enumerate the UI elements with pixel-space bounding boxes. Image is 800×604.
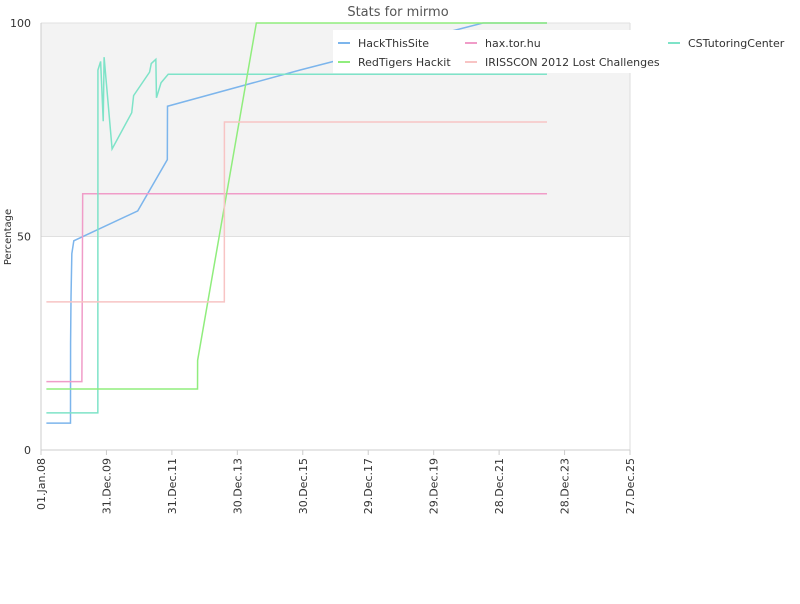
x-tick-label: 29.Dec.17 bbox=[362, 458, 375, 514]
series-line bbox=[46, 22, 547, 390]
chart-title: Stats for mirmo bbox=[347, 5, 448, 20]
x-tick-label: 28.Dec.21 bbox=[493, 458, 506, 514]
x-tick-label: 31.Dec.11 bbox=[166, 458, 179, 514]
x-tick-label: 30.Dec.15 bbox=[297, 458, 310, 514]
legend-label: RedTigers Hackit bbox=[358, 56, 451, 69]
legend-box bbox=[333, 30, 793, 73]
x-tick-label: 31.Dec.09 bbox=[100, 458, 113, 514]
y-tick-label: 0 bbox=[24, 444, 31, 457]
series-line bbox=[46, 193, 547, 383]
series-line bbox=[46, 22, 547, 424]
series-line bbox=[46, 57, 547, 414]
x-tick-label: 01.Jan.08 bbox=[35, 458, 48, 510]
x-tick-label: 30.Dec.13 bbox=[231, 458, 244, 514]
legend-label: HackThisSite bbox=[358, 37, 429, 50]
y-tick-label: 100 bbox=[10, 17, 31, 30]
legend-label: IRISSCON 2012 Lost Challenges bbox=[485, 56, 660, 69]
x-tick-label: 28.Dec.23 bbox=[559, 458, 572, 514]
series-line bbox=[46, 121, 547, 303]
legend-label: hax.tor.hu bbox=[485, 37, 541, 50]
x-tick-label: 27.Dec.25 bbox=[624, 458, 637, 514]
x-tick-label: 29.Dec.19 bbox=[428, 458, 441, 514]
y-tick-label: 50 bbox=[17, 231, 31, 244]
y-axis-label: Percentage bbox=[3, 209, 14, 265]
legend-label: CSTutoringCenter bbox=[688, 37, 785, 50]
